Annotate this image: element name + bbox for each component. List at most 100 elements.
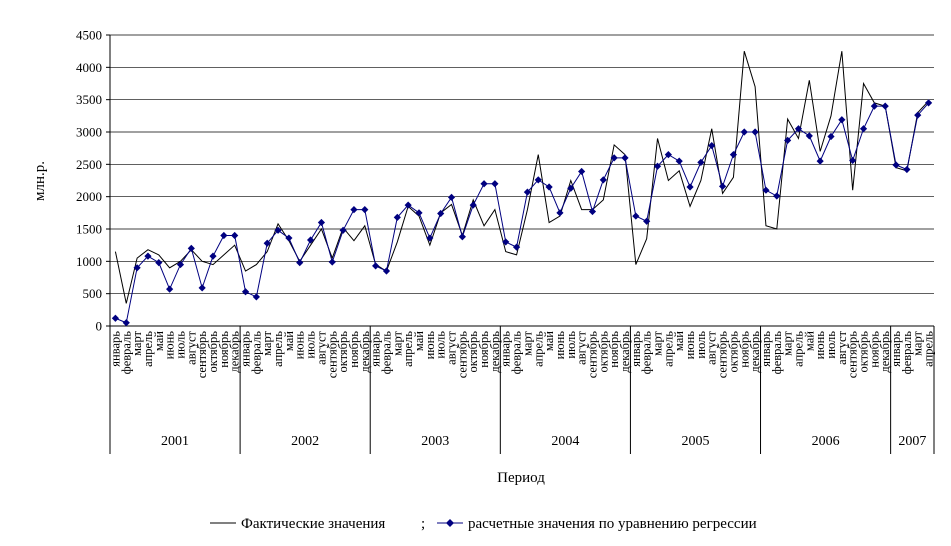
x-tick-label: октябрь xyxy=(206,331,220,373)
x-tick-label: ноябрь xyxy=(347,331,361,368)
data-point xyxy=(827,132,835,141)
x-tick-label: март xyxy=(390,330,404,355)
x-tick-label: декабрь xyxy=(488,331,502,373)
data-point xyxy=(339,226,347,234)
year-label: 2002 xyxy=(291,434,319,449)
x-tick-label: апрель xyxy=(791,331,805,367)
data-point xyxy=(393,213,401,221)
x-tick-label: июль xyxy=(173,331,187,359)
data-point xyxy=(274,226,282,234)
series-line-regression xyxy=(115,102,929,324)
x-tick-label: октябрь xyxy=(336,331,350,373)
x-tick-label: ноябрь xyxy=(607,331,621,368)
data-point xyxy=(610,154,618,162)
data-point xyxy=(632,212,640,220)
y-tick-label: 500 xyxy=(83,286,103,301)
x-tick-label: июль xyxy=(824,331,838,359)
data-point xyxy=(881,102,889,110)
x-tick-label: август xyxy=(705,330,719,364)
x-tick-label: ноябрь xyxy=(737,331,751,368)
year-label: 2001 xyxy=(161,434,189,449)
x-tick-label: декабрь xyxy=(358,331,372,373)
y-tick-label: 1500 xyxy=(76,222,102,237)
x-tick-label: январь xyxy=(239,331,253,367)
data-point xyxy=(816,157,824,165)
data-point xyxy=(914,111,922,119)
x-tick-label: июнь xyxy=(423,331,437,360)
x-tick-label: июнь xyxy=(293,331,307,360)
x-tick-label: январь xyxy=(629,331,643,367)
x-tick-label: сентябрь xyxy=(195,331,209,379)
data-point xyxy=(599,176,607,184)
x-tick-label: апрель xyxy=(401,331,415,367)
x-tick-label: сентябрь xyxy=(716,331,730,379)
x-tick-label: март xyxy=(651,330,665,355)
data-point xyxy=(469,201,477,209)
data-point xyxy=(155,259,163,267)
legend-label-actual: Фактические значения xyxy=(241,516,385,532)
year-label: 2006 xyxy=(812,434,840,449)
x-tick-label: май xyxy=(542,331,556,351)
y-tick-label: 0 xyxy=(96,319,103,334)
y-axis-label: млн.р. xyxy=(32,161,48,201)
x-tick-label: ноябрь xyxy=(867,331,881,368)
data-point xyxy=(762,186,770,194)
x-tick-label: январь xyxy=(369,331,383,367)
x-tick-label: апрель xyxy=(922,331,936,367)
data-point xyxy=(578,167,586,176)
x-tick-label: август xyxy=(184,330,198,364)
y-tick-label: 4000 xyxy=(76,60,102,75)
data-point xyxy=(263,239,271,247)
x-tick-label: март xyxy=(911,330,925,355)
x-tick-label: май xyxy=(802,331,816,351)
x-tick-label: февраль xyxy=(900,331,914,375)
data-point xyxy=(231,231,239,240)
x-tick-label: июль xyxy=(434,331,448,359)
x-tick-label: март xyxy=(781,330,795,355)
legend-marker-regression xyxy=(446,519,454,527)
data-point xyxy=(166,285,174,293)
year-label: 2005 xyxy=(681,434,709,449)
x-tick-label: май xyxy=(152,331,166,351)
data-point xyxy=(241,288,250,296)
data-point xyxy=(502,238,510,246)
data-point xyxy=(556,209,564,217)
x-tick-label: январь xyxy=(759,331,773,367)
data-point xyxy=(859,125,868,133)
x-tick-label: март xyxy=(520,330,534,355)
year-label: 2007 xyxy=(898,434,926,449)
data-point xyxy=(133,264,141,272)
x-tick-label: февраль xyxy=(770,331,784,375)
data-point xyxy=(415,209,423,217)
data-point xyxy=(187,244,195,252)
x-tick-label: октябрь xyxy=(726,331,740,373)
x-tick-label: декабрь xyxy=(228,331,242,373)
x-tick-label: апрель xyxy=(531,331,545,367)
x-tick-label: сентябрь xyxy=(455,331,469,379)
x-tick-label: июль xyxy=(694,331,708,359)
x-tick-label: январь xyxy=(889,331,903,367)
legend-separator: ; xyxy=(421,516,425,532)
data-point xyxy=(198,284,206,292)
data-point xyxy=(708,141,716,150)
x-tick-label: октябрь xyxy=(596,331,610,373)
data-point xyxy=(437,209,445,218)
data-point xyxy=(870,102,878,110)
x-tick-label: май xyxy=(672,331,686,351)
data-point xyxy=(512,243,521,251)
data-point xyxy=(382,267,391,275)
data-point xyxy=(111,314,120,322)
data-point xyxy=(643,217,651,225)
x-tick-label: март xyxy=(260,330,274,355)
x-tick-label: июнь xyxy=(683,331,697,360)
x-tick-label: февраль xyxy=(249,331,263,375)
x-tick-label: апрель xyxy=(661,331,675,367)
data-point xyxy=(285,234,293,242)
x-tick-label: август xyxy=(445,330,459,364)
x-tick-label: январь xyxy=(499,331,513,367)
series-line-actual xyxy=(114,51,929,304)
x-tick-label: май xyxy=(412,331,426,351)
data-point xyxy=(675,157,683,165)
x-tick-label: июнь xyxy=(553,331,567,360)
x-tick-label: декабрь xyxy=(878,331,892,373)
